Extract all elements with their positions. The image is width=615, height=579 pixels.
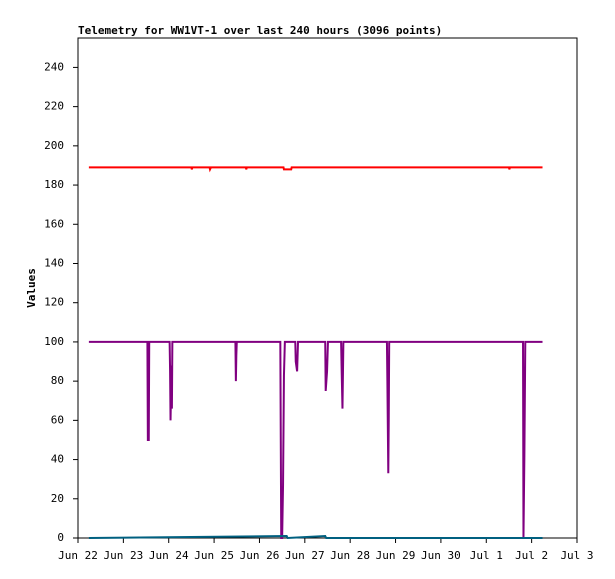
y-tick-label: 200 [44,139,64,152]
y-tick-label: 80 [51,374,64,387]
x-tick-label: Jun 24 [149,549,189,562]
y-tick-label: 60 [51,413,64,426]
x-tick-label: Jun 29 [376,549,416,562]
y-tick-label: 180 [44,178,64,191]
y-tick-label: 40 [51,453,64,466]
x-tick-label: Jun 30 [421,549,461,562]
plot-frame [77,37,578,539]
x-tick-label: Jun 25 [194,549,234,562]
x-tick-label: Jul 1 [470,549,503,562]
x-tick-label: Jun 22 [58,549,98,562]
y-tick-label: 20 [51,492,64,505]
x-tick-label: Jul 2 [515,549,548,562]
x-tick-label: Jun 26 [240,549,280,562]
x-tick-label: Jul 3 [560,549,593,562]
series-line [88,340,543,539]
y-tick-label: 140 [44,256,64,269]
series-line [88,166,543,173]
chart-title: Telemetry for WW1VT-1 over last 240 hour… [78,24,442,37]
x-tick-label: Jun 23 [103,549,143,562]
y-tick-label: 100 [44,335,64,348]
y-tick-label: 0 [57,531,64,544]
x-tick-label: Jun 28 [330,549,370,562]
y-axis-label: Values [25,268,38,308]
x-tick-label: Jun 27 [285,549,325,562]
series-line [88,535,543,540]
y-tick-label: 120 [44,296,64,309]
y-tick-label: 240 [44,60,64,73]
y-tick-label: 220 [44,100,64,113]
y-tick-label: 160 [44,217,64,230]
